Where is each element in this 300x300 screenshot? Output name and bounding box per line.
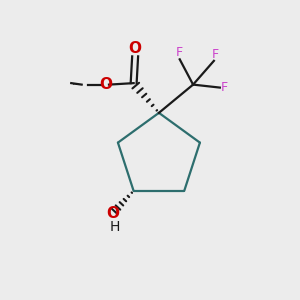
Text: F: F <box>221 81 228 94</box>
Text: methyl: methyl <box>73 84 78 85</box>
Text: H: H <box>110 220 120 234</box>
Text: F: F <box>212 48 219 61</box>
Text: F: F <box>176 46 183 59</box>
Text: O: O <box>129 41 142 56</box>
Text: O: O <box>106 206 119 220</box>
Text: O: O <box>99 77 112 92</box>
Text: methyl: methyl <box>79 84 84 85</box>
